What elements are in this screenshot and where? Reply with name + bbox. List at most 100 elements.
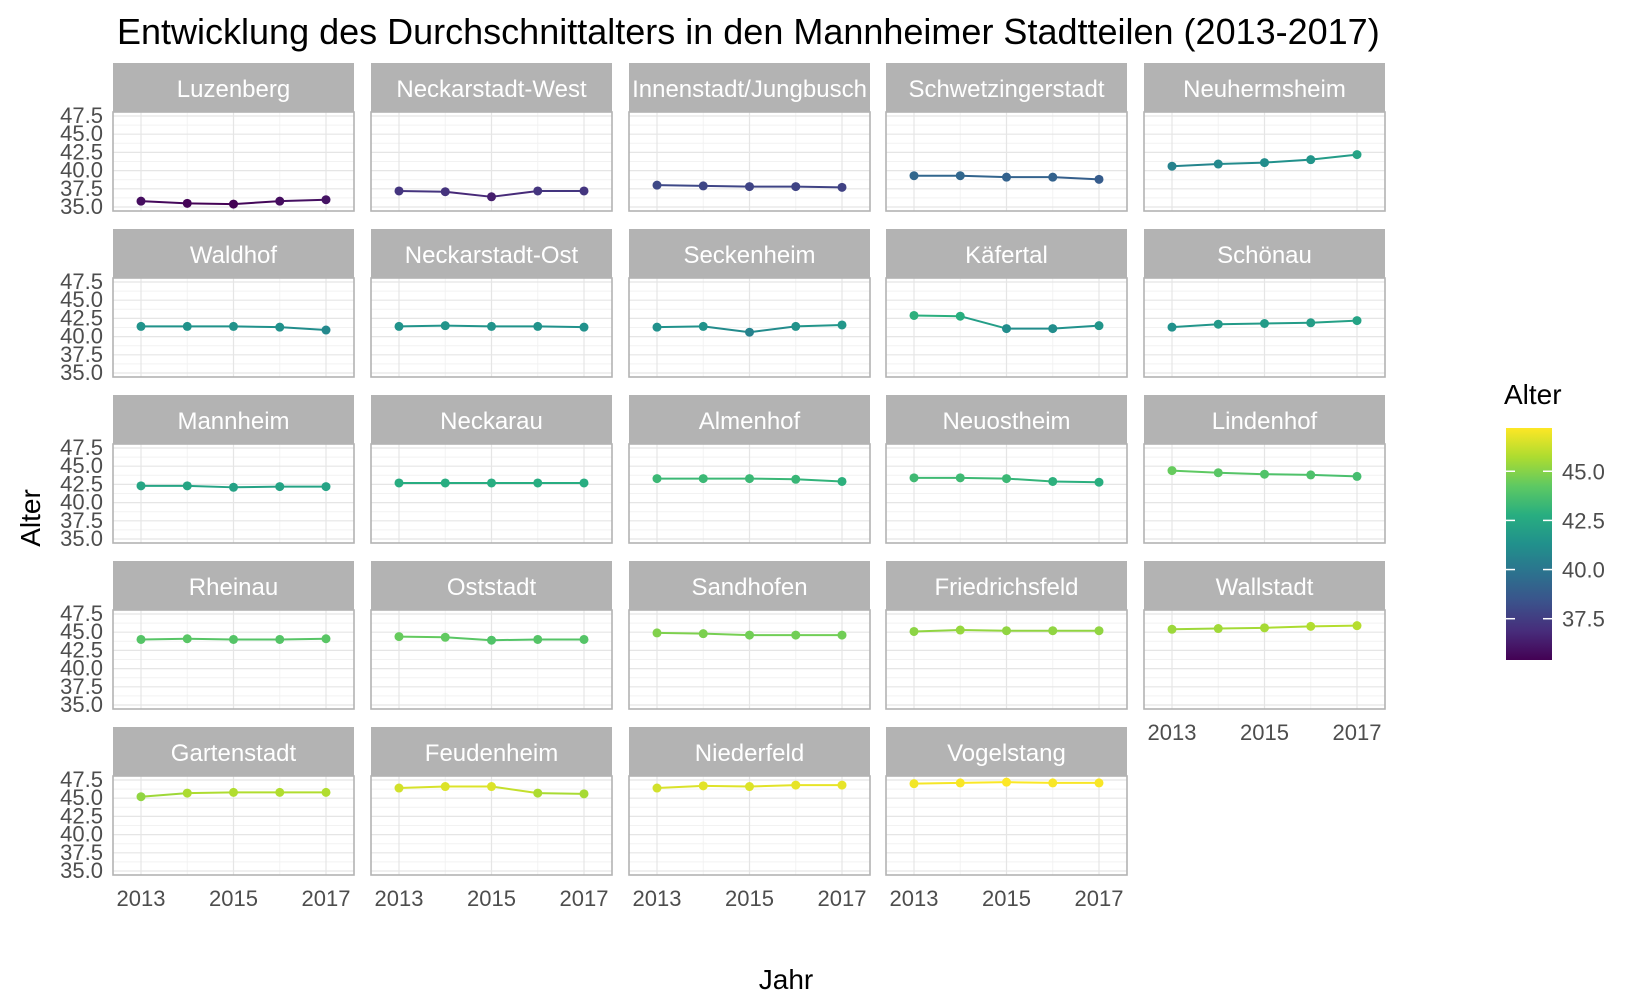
facet-strip-label: Gartenstadt	[171, 740, 297, 767]
series-line-segment	[187, 202, 234, 206]
facet-strip	[1144, 63, 1385, 112]
series-line-segment	[1006, 781, 1053, 784]
series-line-segment	[1052, 176, 1100, 181]
data-point	[487, 478, 496, 488]
facet-panel: Neckarstadt-Ost	[370, 229, 613, 378]
data-point	[487, 635, 496, 645]
data-point	[1167, 322, 1177, 332]
series-line-segment	[187, 484, 234, 489]
x-tick-label: 2013	[117, 886, 166, 911]
y-tick-label: 40.0	[60, 656, 103, 681]
facet-strip	[113, 229, 354, 278]
data-point	[1002, 474, 1011, 484]
x-tick-label: 2017	[1333, 720, 1382, 745]
facet-strip-label: Sandhofen	[691, 574, 807, 601]
series-line-segment	[233, 200, 280, 206]
data-point	[1306, 470, 1316, 480]
data-point	[579, 322, 589, 332]
x-tick-label: 2013	[890, 886, 939, 911]
legend-label: 40.0	[1562, 558, 1605, 583]
series-line-segment	[1264, 625, 1311, 629]
panel-border	[112, 277, 355, 378]
data-point	[955, 625, 965, 635]
legend-label: 37.5	[1562, 607, 1605, 632]
facet-strip	[629, 395, 870, 444]
data-point	[533, 321, 543, 331]
series-line-segment	[233, 485, 280, 489]
data-point	[229, 199, 238, 209]
y-tick-label: 42.5	[60, 637, 103, 662]
facet-strip-label: Neckarstadt-West	[396, 76, 587, 103]
series-line-segment	[1218, 471, 1265, 476]
series-line-segment	[656, 184, 704, 187]
data-point	[579, 186, 589, 196]
panel-border	[1143, 609, 1386, 710]
data-point	[745, 327, 754, 337]
series-line-segment	[398, 189, 446, 193]
facet-strip-label: Käfertal	[965, 242, 1048, 269]
facet-strip-label: Friedrichsfeld	[934, 574, 1078, 601]
data-point	[909, 171, 919, 181]
facet-strip-label: Vogelstang	[947, 740, 1066, 767]
data-point	[652, 783, 662, 793]
facet-strip	[886, 229, 1127, 278]
data-point	[136, 321, 146, 331]
data-point	[791, 182, 801, 192]
series-line-segment	[1264, 158, 1311, 164]
data-point	[533, 186, 543, 196]
facet-panels: Luzenberg35.037.540.042.545.047.5Neckars…	[60, 63, 1386, 911]
panel-border	[1143, 443, 1386, 544]
panel-border	[885, 609, 1128, 710]
y-tick-label: 35.0	[60, 360, 103, 385]
data-point	[533, 788, 543, 798]
facet-strip-label: Neuhermsheim	[1183, 76, 1346, 103]
facet-panel: Almenhof	[628, 395, 871, 544]
data-point	[440, 632, 450, 642]
data-point	[955, 171, 965, 181]
data-point	[909, 473, 919, 483]
facet-strip	[371, 395, 612, 444]
series-line-segment	[703, 632, 750, 637]
series-line-segment	[913, 629, 961, 633]
series-line-segment	[960, 629, 1007, 632]
series-line-segment	[1218, 161, 1265, 166]
data-point	[1002, 324, 1011, 334]
facet-strip	[886, 561, 1127, 610]
series-line-segment	[1310, 319, 1358, 324]
series-line-segment	[749, 325, 796, 334]
panel-border	[885, 277, 1128, 378]
series-line-segment	[913, 314, 961, 318]
y-tick-label: 42.5	[60, 471, 103, 496]
data-point	[229, 482, 238, 492]
series-line-segment	[703, 325, 750, 334]
facet-panel: Vogelstang 2013 2015 2017	[885, 727, 1128, 911]
series-line-segment	[795, 323, 843, 328]
series-line-segment	[960, 174, 1007, 179]
data-point	[698, 781, 708, 791]
data-point	[652, 180, 662, 190]
facet-strip-label: Innenstadt/Jungbusch	[632, 76, 867, 103]
series-line-segment	[960, 476, 1007, 480]
data-point	[440, 782, 450, 792]
y-tick-label: 37.5	[60, 674, 103, 699]
data-point	[1048, 626, 1058, 636]
series-line-segment	[749, 477, 796, 481]
series-line-segment	[445, 636, 492, 642]
data-point	[579, 789, 589, 799]
data-point	[1094, 778, 1104, 788]
data-point	[1260, 623, 1269, 633]
data-point	[275, 196, 285, 206]
x-tick-label: 2015	[982, 886, 1031, 911]
facet-panel: Innenstadt/Jungbusch	[628, 63, 871, 212]
x-axis-title: Jahr	[759, 964, 813, 995]
data-point	[487, 782, 496, 792]
panel-border	[370, 775, 613, 876]
facet-strip	[1144, 561, 1385, 610]
facet-panel: Friedrichsfeld	[885, 561, 1128, 710]
facet-strip	[113, 561, 354, 610]
facet-strip-label: Schwetzingerstadt	[908, 76, 1104, 103]
data-point	[909, 626, 919, 636]
data-point	[321, 325, 331, 335]
facet-strip-label: Mannheim	[177, 408, 289, 435]
